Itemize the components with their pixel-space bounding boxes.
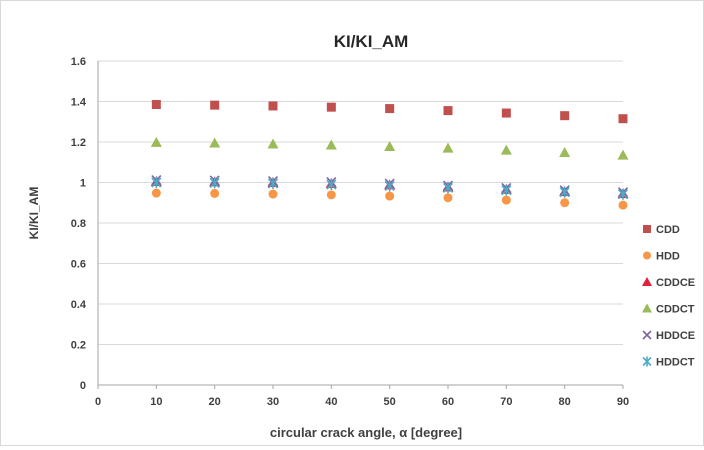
data-point bbox=[152, 100, 161, 109]
legend-marker bbox=[643, 331, 651, 339]
x-tick-label: 90 bbox=[617, 396, 629, 408]
x-tick-label: 50 bbox=[384, 396, 396, 408]
legend-marker bbox=[643, 225, 651, 233]
x-tick-label: 80 bbox=[559, 396, 571, 408]
y-tick-label: 0.8 bbox=[71, 218, 86, 230]
x-tick-label: 30 bbox=[267, 396, 279, 408]
data-point bbox=[618, 150, 629, 160]
data-point bbox=[560, 111, 569, 120]
y-tick-label: 0.4 bbox=[71, 299, 87, 311]
data-point bbox=[327, 190, 336, 199]
data-point bbox=[327, 103, 336, 112]
data-point bbox=[443, 143, 454, 153]
x-tick-label: 0 bbox=[95, 396, 101, 408]
data-point bbox=[619, 114, 628, 123]
legend-label: HDDCE bbox=[656, 330, 695, 342]
legend-marker bbox=[643, 357, 651, 367]
chart-title: KI/KI_AM bbox=[334, 32, 409, 51]
series-cddct bbox=[151, 137, 629, 160]
x-tick-label: 40 bbox=[325, 396, 337, 408]
gridlines bbox=[98, 61, 623, 345]
data-point bbox=[269, 190, 278, 199]
legend-label: CDD bbox=[656, 224, 680, 236]
x-tick-label: 20 bbox=[209, 396, 221, 408]
data-point bbox=[269, 101, 278, 110]
data-point bbox=[501, 145, 512, 155]
legend-marker bbox=[643, 252, 651, 260]
legend-label: CDDCT bbox=[656, 304, 695, 316]
y-tick-label: 1.4 bbox=[71, 97, 87, 109]
data-point bbox=[502, 196, 511, 205]
data-point bbox=[619, 201, 628, 210]
series-hdd bbox=[152, 189, 628, 210]
y-tick-label: 0.6 bbox=[71, 259, 86, 271]
legend-marker bbox=[642, 277, 652, 286]
y-tick-label: 0.2 bbox=[71, 340, 86, 352]
legend: CDD HDD CDDCE CDDCT HDDCE HDDCT bbox=[642, 224, 695, 369]
y-tick-label: 1.2 bbox=[71, 137, 86, 149]
legend-item-cddce: CDDCE bbox=[642, 277, 695, 289]
data-point bbox=[444, 193, 453, 202]
x-tick-label: 10 bbox=[150, 396, 162, 408]
x-tick-label: 60 bbox=[442, 396, 454, 408]
data-points bbox=[151, 100, 629, 210]
legend-label: HDD bbox=[656, 251, 680, 263]
legend-marker bbox=[642, 304, 652, 313]
x-axis-label: circular crack angle, α [degree] bbox=[270, 425, 462, 440]
data-point bbox=[560, 198, 569, 207]
data-point bbox=[268, 139, 279, 149]
axes bbox=[98, 61, 623, 389]
y-tick-label: 1 bbox=[80, 178, 86, 190]
data-point bbox=[385, 192, 394, 201]
legend-item-cdd: CDD bbox=[643, 224, 680, 236]
y-axis-label: KI/KI_AM bbox=[27, 187, 41, 240]
data-point bbox=[559, 147, 570, 157]
legend-item-hddct: HDDCT bbox=[643, 357, 695, 369]
y-tick-label: 0 bbox=[80, 380, 86, 392]
legend-item-hdd: HDD bbox=[643, 251, 680, 263]
data-point bbox=[152, 189, 161, 198]
data-point bbox=[385, 104, 394, 113]
series-cdd bbox=[152, 100, 628, 123]
data-point bbox=[502, 109, 511, 118]
y-tick-label: 1.6 bbox=[71, 56, 86, 68]
data-point bbox=[209, 138, 220, 148]
data-point bbox=[210, 101, 219, 110]
legend-item-hddce: HDDCE bbox=[643, 330, 695, 342]
legend-label: CDDCE bbox=[656, 277, 695, 289]
x-tick-label: 70 bbox=[500, 396, 512, 408]
legend-label: HDDCT bbox=[656, 357, 695, 369]
data-point bbox=[444, 106, 453, 115]
legend-item-cddct: CDDCT bbox=[642, 304, 695, 316]
data-point bbox=[326, 140, 337, 150]
data-point bbox=[210, 189, 219, 198]
